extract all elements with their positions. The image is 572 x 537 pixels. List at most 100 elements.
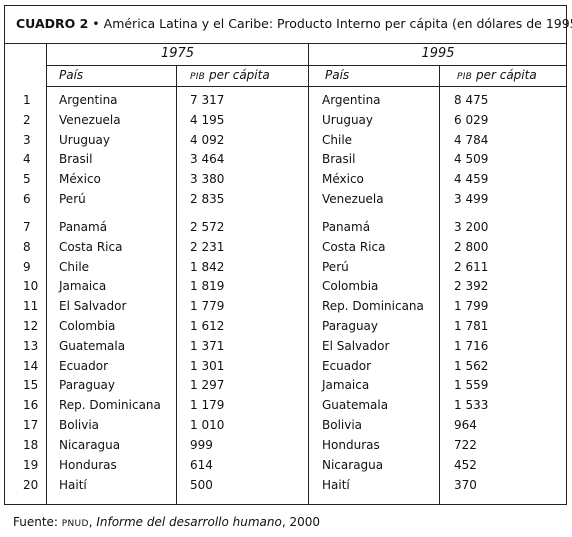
- country-1995-cell: Ecuador: [322, 359, 372, 373]
- pib-1995-cell: 1 799: [454, 299, 489, 313]
- pib-1995-cell: 964: [454, 418, 477, 432]
- rank-cell: 6: [23, 192, 31, 206]
- country-1995-cell: Honduras: [322, 438, 380, 452]
- rank-cell: 4: [23, 152, 31, 166]
- pib-1975-cell: 1 819: [190, 279, 225, 293]
- country-1975-cell: Venezuela: [59, 113, 121, 127]
- country-1975-cell: Costa Rica: [59, 240, 123, 254]
- country-1975-cell: Ecuador: [59, 359, 109, 373]
- country-1995-cell: Guatemala: [322, 398, 389, 412]
- country-1975-cell: Paraguay: [59, 378, 116, 392]
- pib-1995-cell: 3 200: [454, 220, 489, 234]
- pib-1995-cell: 452: [454, 458, 477, 472]
- year-header-1975: 1975: [160, 46, 195, 61]
- pib-1995-cell: 2 392: [454, 279, 489, 293]
- country-1995-cell: Costa Rica: [322, 240, 386, 254]
- country-1995-cell: Nicaragua: [322, 458, 384, 472]
- pib-1995-cell: 370: [454, 478, 477, 492]
- pib-1975-cell: 4 092: [190, 133, 225, 147]
- country-1995-cell: Perú: [322, 260, 349, 274]
- col-header-pib-1995: PIB per cápita: [457, 68, 537, 82]
- pib-abbrev: PIB: [190, 72, 206, 82]
- rank-cell: 8: [23, 240, 31, 254]
- table-title: CUADRO 2 • América Latina y el Caribe: P…: [16, 16, 572, 31]
- rank-cell: 2: [23, 113, 31, 127]
- country-1975-cell: Argentina: [59, 93, 118, 107]
- col-header-country-1995: País: [325, 68, 350, 82]
- country-1975-cell: Rep. Dominicana: [59, 398, 161, 412]
- pib-1975-cell: 3 464: [190, 152, 225, 166]
- pib-1975-cell: 1 301: [190, 359, 225, 373]
- country-1995-cell: Chile: [322, 133, 353, 147]
- country-1995-cell: Bolivia: [322, 418, 363, 432]
- pib-1975-cell: 500: [190, 478, 213, 492]
- rank-cell: 20: [23, 478, 39, 492]
- pib-1995-cell: 3 499: [454, 192, 489, 206]
- footer-org: PNUD: [61, 519, 89, 529]
- pib-1995-cell: 6 029: [454, 113, 489, 127]
- pib-1975-cell: 2 572: [190, 220, 225, 234]
- pib-1975-cell: 614: [190, 458, 213, 472]
- divider-1975-mid: [176, 66, 177, 505]
- col-header-pib-1975: PIB per cápita: [190, 68, 270, 82]
- rank-cell: 9: [23, 260, 31, 274]
- rank-cell: 17: [23, 418, 39, 432]
- country-1995-cell: Paraguay: [322, 319, 379, 333]
- table-title-text: América Latina y el Caribe: Producto Int…: [103, 16, 572, 31]
- country-1975-cell: Chile: [59, 260, 90, 274]
- country-1995-cell: Brasil: [322, 152, 356, 166]
- source-footer: Fuente: PNUD, Informe del desarrollo hum…: [13, 515, 320, 529]
- rank-cell: 14: [23, 359, 39, 373]
- pib-1995-cell: 4 459: [454, 172, 489, 186]
- pib-1995-cell: 1 781: [454, 319, 489, 333]
- pib-1975-cell: 3 380: [190, 172, 225, 186]
- year-header-1995: 1995: [421, 46, 455, 61]
- pib-1975-cell: 2 231: [190, 240, 225, 254]
- pib-1975-cell: 1 010: [190, 418, 225, 432]
- divider-1995-mid: [439, 66, 440, 505]
- pib-suffix: per cápita: [475, 68, 537, 82]
- col-header-country-1975: País: [59, 68, 84, 82]
- rank-cell: 19: [23, 458, 39, 472]
- rank-cell: 12: [23, 319, 39, 333]
- rank-cell: 1: [23, 93, 31, 107]
- country-1995-cell: Jamaica: [322, 378, 370, 392]
- pib-suffix: per cápita: [208, 68, 270, 82]
- pib-1995-cell: 2 611: [454, 260, 489, 274]
- pib-1995-cell: 8 475: [454, 93, 489, 107]
- pib-1995-cell: 722: [454, 438, 477, 452]
- country-1975-cell: Honduras: [59, 458, 117, 472]
- table-title-label: CUADRO 2: [16, 16, 89, 31]
- table-frame: CUADRO 2 • América Latina y el Caribe: P…: [4, 5, 572, 505]
- pib-1975-cell: 1 842: [190, 260, 225, 274]
- country-1995-cell: Argentina: [322, 93, 381, 107]
- pib-1975-cell: 2 835: [190, 192, 225, 206]
- country-1975-cell: Perú: [59, 192, 86, 206]
- rank-cell: 18: [23, 438, 39, 452]
- country-1975-cell: Uruguay: [59, 133, 110, 147]
- pib-1995-cell: 1 559: [454, 378, 489, 392]
- rank-cell: 16: [23, 398, 39, 412]
- footer-sep: ,: [88, 515, 97, 529]
- divider-col-header: [46, 86, 567, 87]
- pib-1975-cell: 7 317: [190, 93, 225, 107]
- pib-abbrev: PIB: [457, 72, 473, 82]
- rank-cell: 15: [23, 378, 39, 392]
- footer-prefix: Fuente:: [13, 515, 62, 529]
- country-1995-cell: Haití: [322, 478, 350, 492]
- country-1975-cell: Nicaragua: [59, 438, 121, 452]
- pib-1995-cell: 4 784: [454, 133, 489, 147]
- footer-year: , 2000: [281, 515, 321, 529]
- pib-1975-cell: 1 612: [190, 319, 225, 333]
- rank-cell: 7: [23, 220, 31, 234]
- pib-1975-cell: 1 779: [190, 299, 225, 313]
- footer-report: Informe del desarrollo humano: [96, 515, 282, 529]
- country-1975-cell: Jamaica: [59, 279, 107, 293]
- table-title-row: CUADRO 2 • América Latina y el Caribe: P…: [5, 6, 572, 44]
- country-1975-cell: Panamá: [59, 220, 108, 234]
- country-1995-cell: México: [322, 172, 364, 186]
- country-1995-cell: Venezuela: [322, 192, 384, 206]
- country-1995-cell: Panamá: [322, 220, 371, 234]
- country-1995-cell: El Salvador: [322, 339, 390, 353]
- pib-1975-cell: 4 195: [190, 113, 225, 127]
